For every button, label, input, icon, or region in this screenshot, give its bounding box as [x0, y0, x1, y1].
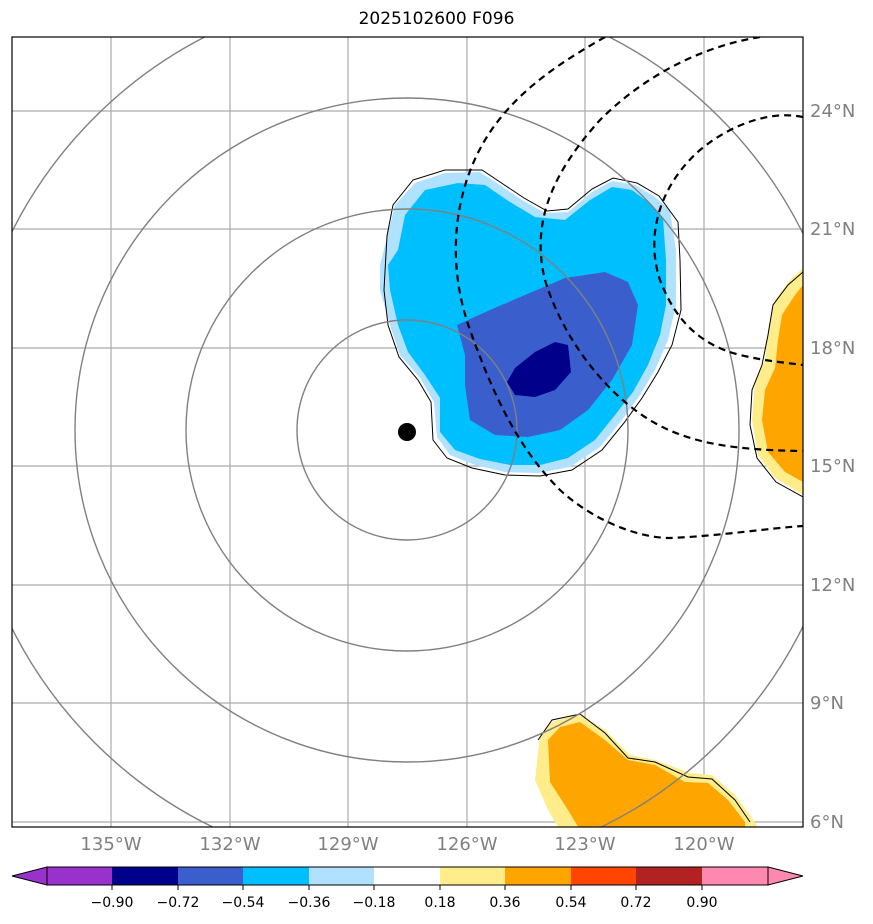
range-ring-4 [12, 37, 803, 827]
colorbar-tick-label: −0.36 [288, 895, 331, 911]
lat-label-18n: 18°N [810, 338, 855, 359]
latitude-labels: 24°N 21°N 18°N 15°N 12°N 9°N 6°N [810, 101, 855, 833]
colorbar-frame [46, 866, 769, 886]
colorbar-ticks [111, 885, 703, 890]
contour-east-area [749, 271, 803, 498]
colorbar-tick-label: 0.90 [686, 895, 717, 911]
colorbar-tick-label: 0.72 [620, 895, 651, 911]
map-title: 2025102600 F096 [358, 9, 515, 29]
colorbar-bin-4 [243, 867, 309, 885]
anomaly-region-orange-south [548, 722, 745, 827]
range-ring-3 [74, 97, 740, 763]
colorbar-tick-label: 0.18 [424, 895, 455, 911]
range-ring-2 [185, 208, 629, 652]
colorbar-over-extend [767, 866, 804, 886]
colorbar-tick-label: 0.36 [489, 895, 520, 911]
lon-label-120w: 120°W [673, 834, 734, 855]
lat-label-12n: 12°N [810, 575, 855, 596]
range-ring-1 [296, 319, 518, 541]
colorbar: −0.90 −0.72 −0.54 −0.36 −0.18 0.18 0.36 … [11, 866, 804, 911]
zero-contours [383, 169, 803, 823]
lat-label-21n: 21°N [810, 219, 855, 240]
longitude-labels: 135°W 132°W 129°W 126°W 123°W 120°W [80, 834, 734, 855]
lat-label-15n: 15°N [810, 456, 855, 477]
dashed-contour-2 [539, 37, 803, 453]
colorbar-tick-label: −0.18 [353, 895, 396, 911]
colorbar-tick-label: 0.54 [555, 895, 586, 911]
lat-label-6n: 6°N [810, 812, 844, 833]
colorbar-tick-label: −0.54 [222, 895, 265, 911]
lon-label-123w: 123°W [554, 834, 615, 855]
colorbar-bin-2 [112, 867, 178, 885]
lon-label-135w: 135°W [80, 834, 141, 855]
colorbar-bin-6 [374, 867, 440, 885]
colorbar-bin-10 [636, 867, 702, 885]
colorbar-tick-label: −0.72 [157, 895, 200, 911]
lon-label-132w: 132°W [199, 834, 260, 855]
anomaly-region-navy [507, 342, 571, 397]
colorbar-bin-1 [47, 867, 112, 885]
dashed-contours [454, 37, 803, 540]
colorbar-tick-label: −0.90 [91, 895, 134, 911]
anomaly-region-orange-east [762, 285, 803, 482]
colorbar-bin-3 [178, 867, 243, 885]
colorbar-bin-11 [702, 867, 768, 885]
colorbar-bin-9 [571, 867, 636, 885]
lat-label-9n: 9°N [810, 693, 844, 714]
anomaly-shading [380, 172, 803, 827]
lon-label-129w: 129°W [317, 834, 378, 855]
lat-label-24n: 24°N [810, 101, 855, 122]
colorbar-under-extend [11, 866, 48, 886]
map-frame [11, 36, 804, 828]
dashed-contour-3 [653, 114, 803, 367]
colorbar-bin-8 [505, 867, 571, 885]
colorbar-bin-7 [440, 867, 505, 885]
contour-negative-area [383, 169, 682, 477]
contour-south-area [537, 713, 751, 823]
colorbar-bin-5 [309, 867, 374, 885]
lon-label-126w: 126°W [436, 834, 497, 855]
storm-center-marker [398, 423, 416, 441]
range-rings [12, 37, 803, 827]
